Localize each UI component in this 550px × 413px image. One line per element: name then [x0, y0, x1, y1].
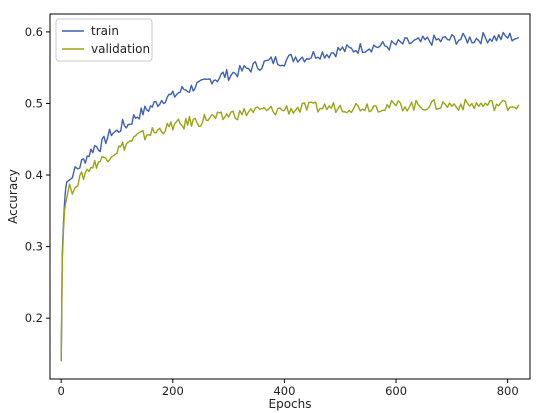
x-tick-label: 200 [162, 384, 184, 398]
x-tick-label: 800 [497, 384, 519, 398]
x-axis-label: Epochs [269, 397, 312, 411]
legend-label-train: train [91, 24, 119, 38]
series-line-train [60, 31, 520, 362]
x-tick-label: 400 [273, 384, 295, 398]
plot-area: 0 200 400 600 800 0.2 0.3 0.4 0.5 0.6 Epochs Accura… [6, 13, 531, 411]
legend-label-validation: validation [91, 42, 150, 56]
y-tick-label: 0.2 [25, 311, 43, 325]
y-tick-label: 0.5 [25, 96, 43, 110]
y-tick-label: 0.3 [25, 240, 43, 254]
axes-frame [49, 13, 531, 380]
legend: train validation [55, 18, 153, 62]
x-tick-label: 0 [57, 384, 64, 398]
y-tick-label: 0.6 [25, 25, 43, 39]
legend-box [55, 18, 153, 62]
x-tick-label: 600 [385, 384, 407, 398]
series-line-validation [60, 98, 520, 362]
y-axis-label: Accuracy [6, 169, 20, 224]
y-tick-label: 0.4 [25, 168, 43, 182]
